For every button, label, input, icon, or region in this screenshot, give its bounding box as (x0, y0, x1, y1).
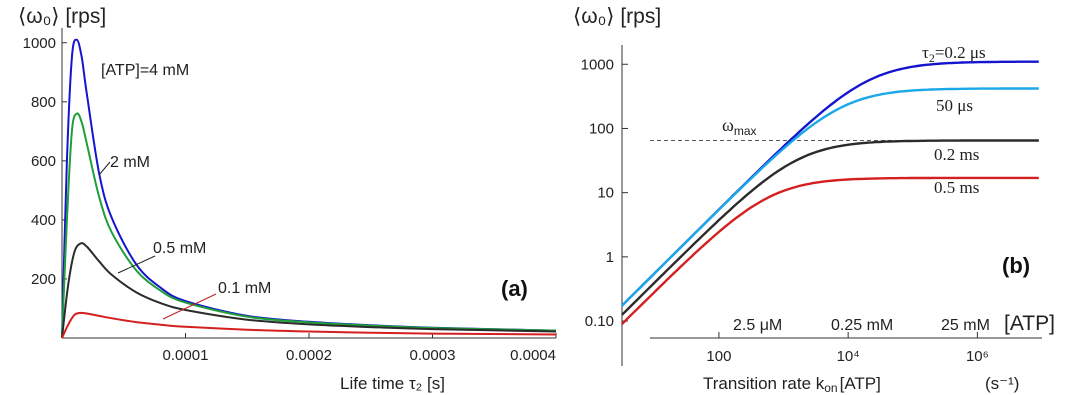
b-label-50us: 50 μs (936, 96, 973, 115)
a-x-tick-label: 0.0003 (410, 347, 456, 364)
b-y-tick-label: 10 (597, 185, 614, 202)
b-x-label-sub: on (824, 381, 837, 395)
b-x-unit: (s⁻¹) (985, 374, 1019, 393)
b-x-label-main: Transition rate k (703, 374, 825, 393)
a-y-tick-label: 200 (31, 271, 56, 288)
b-panel-label: (b) (1002, 253, 1030, 278)
b-series-line-2 (621, 139, 1039, 316)
atp-tick-0p25mM: 0.25 mM (831, 317, 893, 334)
atp-tick-25mM: 25 mM (941, 317, 990, 334)
a-y-tick-label: 600 (31, 153, 56, 170)
b-y-tick-label: 0.10 (585, 313, 614, 330)
tau-sub: 2 (929, 51, 935, 65)
a-leader-01mM (162, 293, 217, 320)
a-y-tick-label: 400 (31, 212, 56, 229)
chart-a: 200 400 600 800 1000 0.0001 0.0002 0.0003 0.000… (18, 5, 557, 393)
b-label-0p2us: τ2=0.2 μs (922, 43, 986, 65)
a-annot-01mM: 0.1 mM (218, 280, 271, 297)
omega-max-label: ωmax (722, 115, 757, 138)
b-x-tick-label: 10⁶ (966, 348, 989, 365)
a-y-label: ⟨ω₀⟩ [rps] (18, 5, 106, 28)
chart-b: 0.10 1 10 100 1000 100 10⁴ 10⁶ ⟨ω₀⟩ [rps] Tran… (573, 5, 1055, 395)
b-series-line-1 (621, 87, 1039, 307)
b-x-tick-label: 10⁴ (837, 348, 860, 365)
a-x-tick-label: 0.0004 (510, 347, 556, 364)
a-leader-05mM (117, 255, 156, 274)
b-y-tick-label: 1 (606, 249, 614, 266)
b-x-tick-label: 100 (706, 348, 731, 365)
b-x-label-tail: [ATP] (840, 374, 881, 393)
atp-tick-2p5uM: 2.5 μM (733, 317, 782, 334)
a-series-line-1 (61, 112, 557, 339)
a-y-tick-label: 800 (31, 94, 56, 111)
omega-max-sub: max (734, 124, 757, 138)
a-x-tick-label: 0.0002 (286, 347, 332, 364)
atp-axis-label: [ATP] (1004, 312, 1055, 335)
a-panel-label: (a) (501, 276, 528, 301)
tau-symbol: τ (922, 43, 929, 62)
a-annot-05mM: 0.5 mM (153, 240, 206, 257)
b-y-tick-label: 1000 (581, 56, 614, 73)
tau-value: =0.2 μs (935, 43, 986, 62)
b-x-label: Transition rate kon [ATP] (703, 374, 881, 395)
a-x-label: Life time τ₂ [s] (340, 374, 445, 393)
a-series-line-2 (61, 242, 557, 339)
a-y-tick-label: 1000 (23, 35, 56, 52)
a-annot-2mM: 2 mM (110, 154, 150, 171)
a-annot-4mM: [ATP]=4 mM (101, 62, 189, 79)
b-y-tick-label: 100 (589, 120, 614, 137)
a-leader-2mM (98, 161, 111, 176)
b-y-label: ⟨ω₀⟩ [rps] (573, 5, 661, 28)
b-series-line-3 (621, 176, 1039, 325)
b-label-0p2ms: 0.2 ms (934, 145, 979, 164)
a-series-line-3 (61, 311, 557, 339)
a-x-tick-label: 0.0001 (163, 347, 209, 364)
omega-max-symbol: ω (722, 115, 734, 135)
b-label-0p5ms: 0.5 ms (934, 178, 979, 197)
